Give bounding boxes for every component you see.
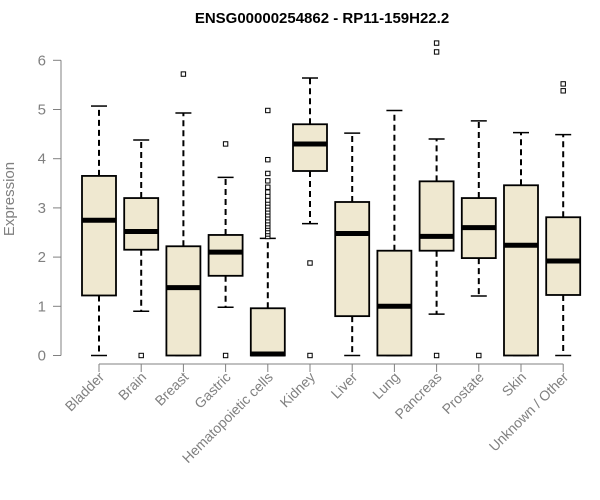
outlier-point [265, 184, 271, 190]
outlier-point [265, 156, 271, 163]
box-iqr [249, 307, 286, 357]
x-tick-label: Breast [152, 369, 192, 409]
y-tick-label: 0 [38, 348, 46, 365]
y-tick-label: 2 [38, 249, 46, 266]
box-iqr [418, 180, 455, 252]
box-iqr [503, 184, 539, 357]
box-iqr [123, 197, 160, 251]
outlier-point [222, 352, 229, 359]
y-axis: 0 1 2 3 4 5 6 [38, 52, 62, 365]
box-group [503, 131, 539, 357]
x-tick-label: Skin [499, 369, 530, 400]
outlier-point [180, 71, 187, 77]
x-tick-label: Bladder [62, 369, 108, 415]
outlier-point [265, 107, 271, 114]
box-group [249, 107, 286, 357]
y-tick-label: 6 [38, 52, 46, 69]
box-group [292, 77, 328, 359]
box-iqr [545, 216, 582, 296]
box-iqr [165, 245, 202, 357]
x-tick-label: Pancreas [392, 369, 445, 422]
box-group [460, 120, 497, 359]
x-tick-label: Unknown / Other [486, 369, 572, 455]
x-tick-label: Prostate [439, 369, 487, 417]
box-iqr [292, 123, 328, 172]
box-group [418, 40, 455, 359]
outlier-point [307, 260, 313, 266]
outlier-point [476, 352, 482, 359]
outlier-point [433, 352, 440, 359]
outlier-point [265, 170, 271, 177]
box-iqr [334, 201, 371, 318]
y-tick-label: 1 [38, 298, 46, 315]
box-group [545, 81, 582, 357]
box-group [376, 109, 413, 357]
boxes-group [81, 40, 582, 359]
y-axis-label: Expression [1, 162, 18, 236]
outlier-point [433, 49, 440, 55]
box-group [165, 71, 202, 357]
outlier-point [560, 88, 566, 94]
outlier-point [222, 141, 229, 147]
box-group [81, 105, 117, 357]
x-tick-label: Brain [115, 369, 149, 403]
box-iqr [81, 175, 117, 297]
chart-title: ENSG00000254862 - RP11-159H22.2 [195, 10, 449, 27]
x-tick-label: Liver [328, 369, 361, 402]
box-group [334, 132, 371, 357]
box-iqr [207, 234, 244, 277]
outlier-point [265, 189, 271, 195]
outlier-point [560, 81, 566, 87]
outlier-point [265, 178, 271, 184]
outlier-point [307, 352, 313, 359]
y-tick-label: 5 [38, 102, 46, 119]
y-tick-label: 4 [38, 151, 46, 168]
x-tick-label: Lung [369, 369, 402, 402]
y-tick-label: 3 [38, 200, 46, 217]
outlier-point [433, 40, 440, 46]
outlier-point [138, 352, 144, 359]
box-group [123, 139, 160, 359]
box-group [207, 141, 244, 359]
box-iqr [376, 249, 413, 357]
x-tick-label: Kidney [277, 369, 319, 411]
